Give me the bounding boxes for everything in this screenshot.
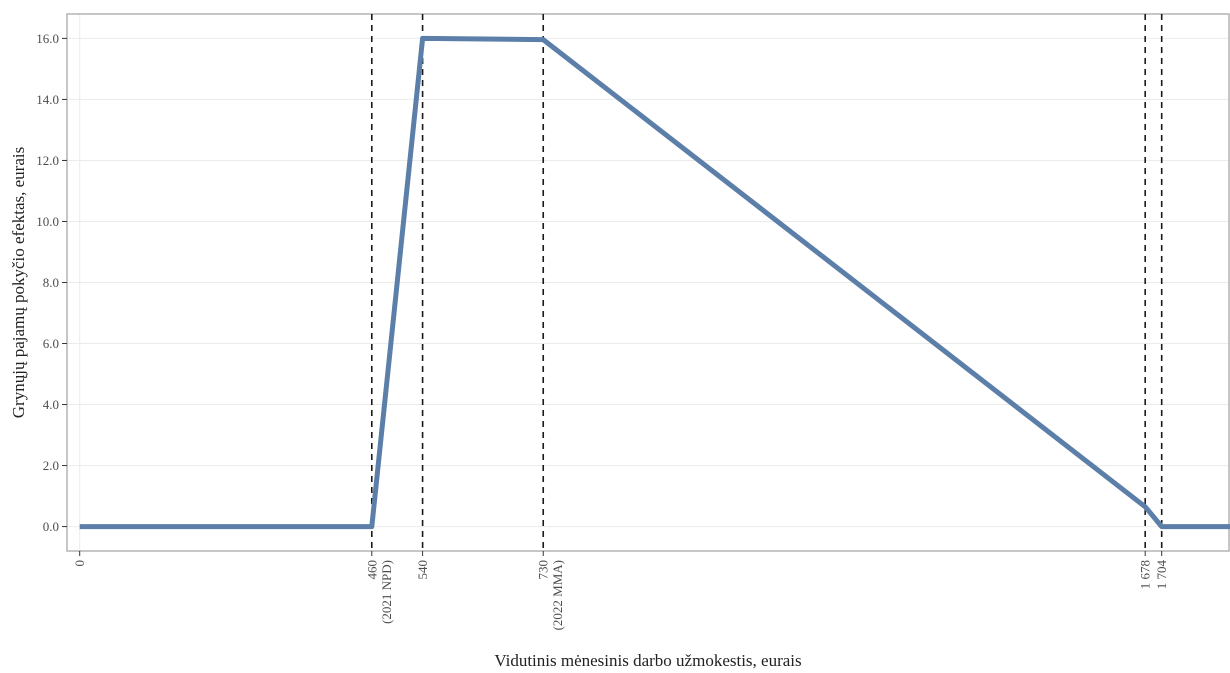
y-tick-label: 4.0 [43, 397, 59, 412]
y-tick-label: 8.0 [43, 275, 59, 290]
x-tick-label: 540 [415, 560, 430, 580]
grid-lines [67, 14, 1229, 551]
y-tick-label: 14.0 [36, 92, 59, 107]
y-tick-label: 10.0 [36, 214, 59, 229]
x-tick-label: 730 [536, 560, 551, 580]
y-tick-label: 16.0 [36, 31, 59, 46]
y-tick-label: 2.0 [43, 458, 59, 473]
y-tick-label: 12.0 [36, 153, 59, 168]
y-axis-title: Grynųjų pajamų pokyčio efektas, eurais [9, 147, 28, 418]
y-tick-label: 6.0 [43, 336, 59, 351]
x-axis-ticks: 0 460 (2021 NPD) 540 730 (2022 MMA) 1 678 1 704 [72, 551, 1169, 630]
series-layer [79, 35, 1230, 530]
x-tick-label: 0 [72, 560, 87, 567]
y-axis-ticks: 0.0 2.0 4.0 6.0 8.0 10.0 12.0 14.0 16.0 [36, 31, 67, 534]
x-tick-label: 1 678 [1138, 560, 1153, 589]
x-tick-sublabel: (2022 MMA) [550, 560, 565, 630]
x-tick-sublabel: (2021 NPD) [379, 560, 394, 624]
x-tick-label: 1 704 [1154, 560, 1169, 590]
series-line-0 [79, 35, 1230, 530]
x-tick-label: 460 [364, 560, 379, 580]
reference-lines [370, 14, 1163, 551]
y-tick-label: 0.0 [43, 519, 59, 534]
x-axis-title: Vidutinis mėnesinis darbo užmokestis, eu… [494, 651, 801, 670]
